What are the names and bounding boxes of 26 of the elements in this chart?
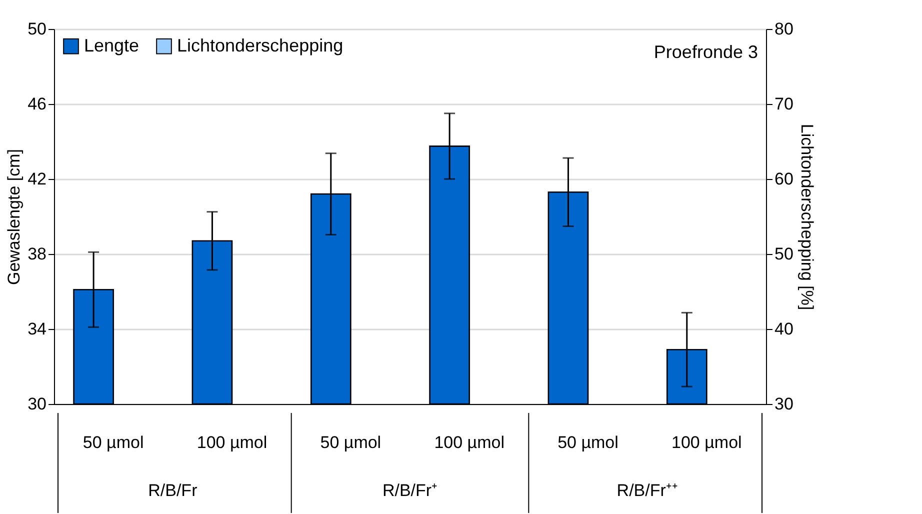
y-tick-label: 46 — [28, 94, 46, 114]
y-tick-label: 50 — [28, 20, 46, 38]
y2-tick-label: 30 — [774, 394, 794, 414]
y2-tick-label: 40 — [774, 320, 794, 338]
y2-axis-title: Lichtonderschepping [%] — [797, 124, 816, 310]
x-tick-label: 50 µmol — [82, 433, 144, 452]
y-tick-label: 34 — [28, 320, 46, 338]
text: R/B/Fr⁺⁺ — [616, 481, 678, 500]
x-tick-label: 100 µmol — [196, 433, 268, 452]
y2-tick-label: 70 — [774, 94, 794, 114]
legend-label: Lichtonderschepping — [177, 35, 344, 56]
y2-tick-label: 80 — [774, 20, 794, 38]
x-tick-label: 50 µmol — [320, 433, 382, 452]
y2-tick-label: 50 — [774, 244, 794, 264]
y-tick-label: 30 — [28, 394, 46, 414]
x-tick-label: 50 µmol — [558, 433, 618, 452]
y-tick-label: 42 — [28, 170, 46, 188]
y-axis-title: Gewaslengte [cm] — [4, 148, 24, 286]
text: Proefronde 3 — [654, 42, 758, 62]
text: R/B/Fr — [148, 481, 198, 500]
text: R/B/Fr⁺ — [382, 481, 438, 500]
legend-label: Lengte — [84, 35, 140, 56]
y2-tick-label: 60 — [774, 170, 794, 188]
x-tick-label: 100 µmol — [434, 433, 504, 452]
x-tick-label: 100 µmol — [672, 433, 742, 452]
y-tick-label: 38 — [28, 244, 46, 264]
